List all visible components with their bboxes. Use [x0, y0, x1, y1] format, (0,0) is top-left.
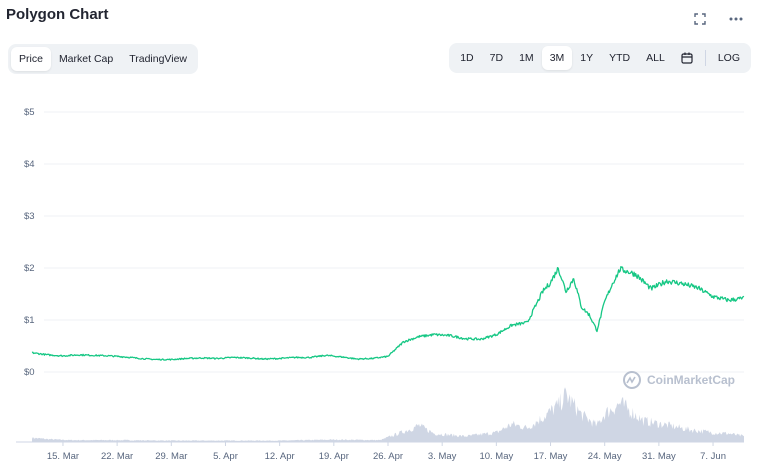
tab-price[interactable]: Price	[11, 47, 51, 71]
tab-tradingview[interactable]: TradingView	[129, 53, 187, 65]
volume-series	[32, 387, 744, 442]
y-tick-label: $2	[24, 263, 35, 274]
range-1d[interactable]: 1D	[460, 52, 474, 64]
chart-actions	[691, 10, 745, 28]
y-tick-label: $4	[24, 159, 35, 170]
range-divider	[704, 50, 706, 66]
watermark: CoinMarketCap	[623, 371, 735, 389]
price-line	[31, 266, 745, 361]
price-series	[31, 266, 745, 361]
more-icon[interactable]	[727, 10, 745, 28]
chart-type-tabs: Price Market Cap TradingView	[8, 44, 198, 74]
y-tick-label: $0	[24, 367, 35, 378]
x-tick-label: 19. Apr	[319, 451, 349, 462]
x-tick-label: 29. Mar	[155, 451, 187, 462]
x-tick-label: 22. Mar	[101, 451, 133, 462]
y-tick-label: $3	[24, 211, 35, 222]
page-title: Polygon Chart	[6, 6, 109, 23]
x-tick-label: 3. May	[428, 451, 457, 462]
range-1m[interactable]: 1M	[519, 52, 534, 64]
y-tick-label: $1	[24, 315, 35, 326]
watermark-text: CoinMarketCap	[647, 373, 735, 387]
log-toggle[interactable]: LOG	[717, 52, 740, 64]
y-tick-label: $5	[24, 107, 35, 118]
x-tick-label: 7. Jun	[700, 451, 726, 462]
range-selector: 1D 7D 1M 3M 1Y YTD ALL LOG	[449, 43, 751, 73]
range-1y[interactable]: 1Y	[580, 52, 594, 64]
range-ytd[interactable]: YTD	[609, 52, 631, 64]
x-tick-label: 10. May	[479, 451, 513, 462]
volume-area	[32, 387, 744, 442]
chart-grid	[44, 111, 744, 373]
x-tick-label: 26. Apr	[373, 451, 403, 462]
x-tick-label: 31. May	[642, 451, 676, 462]
range-3m[interactable]: 3M	[541, 46, 573, 70]
range-7d[interactable]: 7D	[489, 52, 504, 64]
coinmarketcap-logo-icon	[623, 371, 641, 389]
fullscreen-icon[interactable]	[691, 10, 709, 28]
range-all[interactable]: ALL	[646, 52, 665, 64]
tab-market-cap[interactable]: Market Cap	[58, 53, 114, 65]
x-tick-label: 12. Apr	[265, 451, 295, 462]
x-tick-label: 15. Mar	[47, 451, 79, 462]
x-tick-label: 17. May	[534, 451, 568, 462]
x-axis: 15. Mar 22. Mar 29. Mar 5. Apr 12. Apr 19. Ap…	[16, 441, 744, 462]
calendar-icon[interactable]	[673, 46, 701, 70]
x-tick-label: 24. May	[588, 451, 622, 462]
x-tick-label: 5. Apr	[213, 451, 238, 462]
y-axis: $0 $1 $2 $3 $4 $5	[24, 107, 35, 378]
price-chart[interactable]: $0 $1 $2 $3 $4 $5 15. Mar 22. Mar 29. Mar 5. Apr…	[0, 90, 759, 475]
